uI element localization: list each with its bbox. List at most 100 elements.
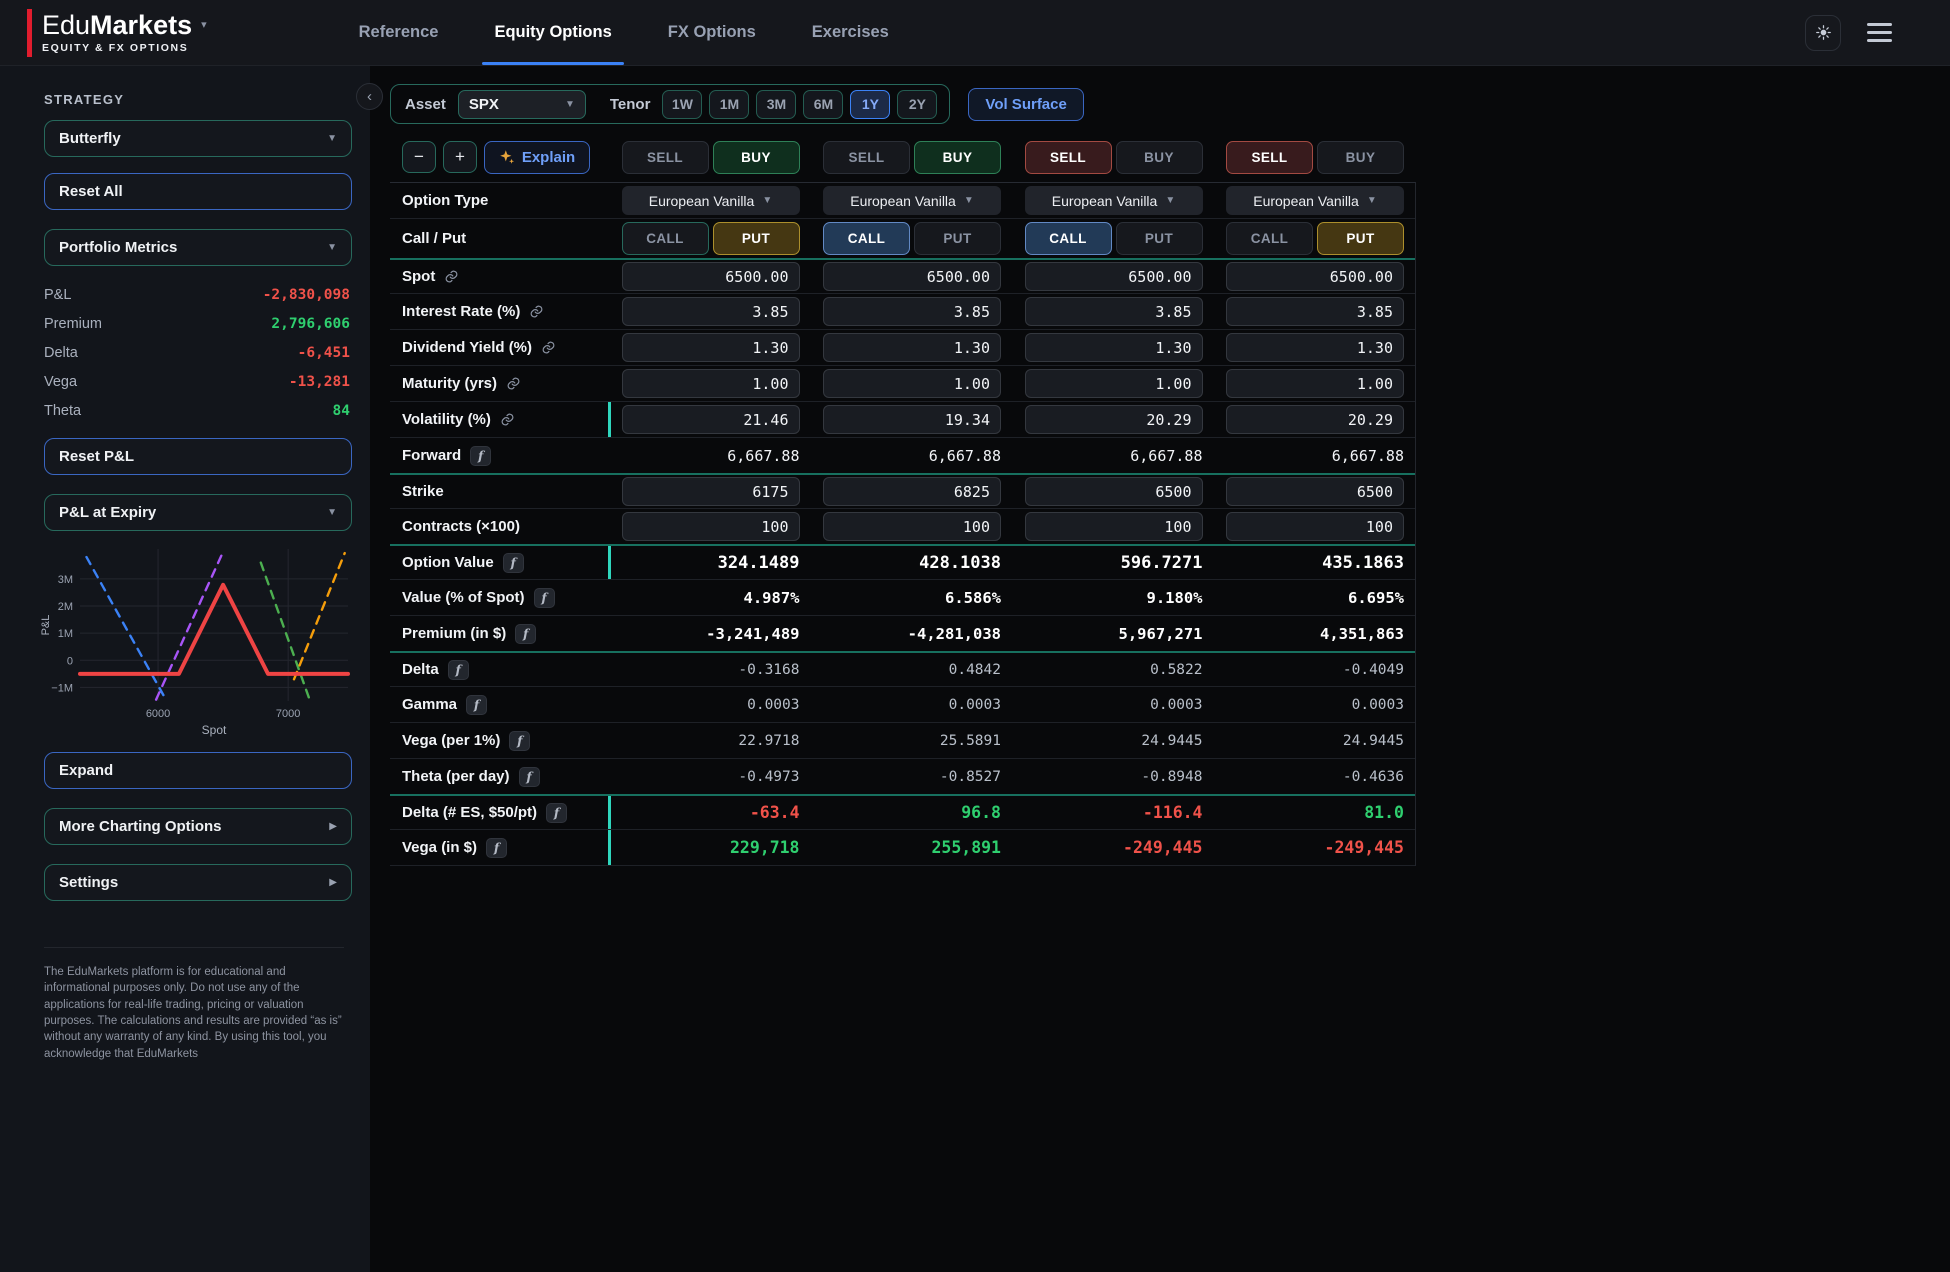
- tab-reference[interactable]: Reference: [358, 23, 439, 41]
- call-button-leg-2[interactable]: CALL: [823, 222, 910, 255]
- strategy-select[interactable]: Butterfly ▼: [44, 120, 352, 157]
- input-dividend-yield-leg-2[interactable]: [823, 333, 1001, 362]
- tenor-3m[interactable]: 3M: [756, 89, 797, 119]
- input-contracts-100-leg-3[interactable]: [1024, 512, 1203, 541]
- settings-button[interactable]: Settings ▶: [44, 864, 352, 901]
- chart-view-select[interactable]: P&L at Expiry ▼: [44, 494, 352, 531]
- formula-icon[interactable]: f: [502, 552, 524, 573]
- put-button-leg-3[interactable]: PUT: [1115, 222, 1203, 255]
- expand-chart-button[interactable]: Expand: [44, 752, 352, 789]
- put-button-leg-1[interactable]: PUT: [712, 222, 800, 255]
- input-spot-leg-3[interactable]: [1024, 262, 1203, 291]
- leg-1-sell-button[interactable]: SELL: [621, 140, 709, 174]
- input-maturity-yrs-leg-1[interactable]: [621, 369, 800, 398]
- metrics-view-select[interactable]: Portfolio Metrics ▼: [44, 229, 352, 266]
- asset-tenor-group: Asset SPX ▼ Tenor 1W 1M 3M 6M 1Y 2Y: [390, 84, 951, 124]
- menu-icon[interactable]: [1867, 23, 1892, 42]
- reset-pnl-button[interactable]: Reset P&L: [44, 438, 352, 475]
- leg-2-sell-button[interactable]: SELL: [823, 140, 910, 174]
- input-contracts-100-leg-2[interactable]: [823, 512, 1001, 541]
- link-icon[interactable]: [500, 412, 515, 427]
- input-maturity-yrs-leg-2[interactable]: [823, 369, 1001, 398]
- formula-icon[interactable]: f: [533, 587, 555, 608]
- link-icon[interactable]: [506, 376, 521, 391]
- input-maturity-yrs-leg-3[interactable]: [1024, 369, 1203, 398]
- chevron-down-icon[interactable]: ▾: [201, 18, 207, 31]
- input-dividend-yield-leg-4[interactable]: [1226, 333, 1404, 362]
- input-strike-leg-1[interactable]: [621, 477, 800, 506]
- leg-2-buy-button[interactable]: BUY: [914, 140, 1001, 174]
- reset-all-button[interactable]: Reset All: [44, 173, 352, 210]
- link-icon[interactable]: [444, 269, 459, 284]
- input-contracts-100-leg-4[interactable]: [1226, 512, 1404, 541]
- tenor-1y[interactable]: 1Y: [850, 89, 891, 119]
- sidebar-collapse-button[interactable]: ‹: [356, 83, 383, 110]
- formula-icon[interactable]: f: [447, 659, 469, 680]
- formula-icon[interactable]: f: [546, 802, 568, 823]
- formula-icon[interactable]: f: [518, 766, 540, 787]
- input-spot-leg-1[interactable]: [621, 262, 800, 291]
- input-spot-leg-4[interactable]: [1226, 262, 1404, 291]
- formula-icon[interactable]: f: [515, 623, 537, 644]
- option-type-select-leg-1[interactable]: European Vanilla ▼: [621, 186, 800, 215]
- input-strike-leg-4[interactable]: [1226, 477, 1404, 506]
- input-interest-rate-leg-4[interactable]: [1226, 297, 1404, 326]
- formula-icon[interactable]: f: [470, 445, 492, 466]
- call-button-leg-1[interactable]: CALL: [621, 222, 709, 255]
- input-contracts-100-leg-1[interactable]: [621, 512, 800, 541]
- put-button-leg-4[interactable]: PUT: [1317, 222, 1404, 255]
- input-interest-rate-leg-1[interactable]: [621, 297, 800, 326]
- brand-logo[interactable]: Edu Markets ▾ EQUITY & FX OPTIONS: [27, 8, 207, 57]
- strike-leg-3: [1013, 475, 1215, 508]
- row-label-text: Call / Put: [402, 230, 467, 247]
- input-dividend-yield-leg-1[interactable]: [621, 333, 800, 362]
- explain-button[interactable]: Explain: [484, 140, 590, 174]
- input-spot-leg-2[interactable]: [823, 262, 1001, 291]
- option-type-select-leg-3[interactable]: European Vanilla ▼: [1024, 186, 1203, 215]
- value-value-of-spot-leg-2: 6.586%: [945, 588, 1001, 607]
- tab-exercises[interactable]: Exercises: [811, 23, 889, 41]
- input-dividend-yield-leg-3[interactable]: [1024, 333, 1203, 362]
- formula-icon[interactable]: f: [466, 694, 488, 715]
- vol-surface-button[interactable]: Vol Surface: [968, 87, 1084, 121]
- tab-fx-options[interactable]: FX Options: [667, 23, 756, 41]
- more-charting-options-button[interactable]: More Charting Options ▶: [44, 808, 352, 845]
- add-leg-button[interactable]: +: [443, 141, 477, 173]
- link-icon[interactable]: [541, 340, 556, 355]
- input-volatility-leg-4[interactable]: [1226, 405, 1404, 434]
- tenor-6m[interactable]: 6M: [803, 89, 844, 119]
- input-strike-leg-3[interactable]: [1024, 477, 1203, 506]
- put-button-leg-2[interactable]: PUT: [914, 222, 1001, 255]
- option-type-select-leg-2[interactable]: European Vanilla ▼: [823, 186, 1001, 215]
- tenor-1m[interactable]: 1M: [709, 89, 750, 119]
- call-button-leg-3[interactable]: CALL: [1024, 222, 1112, 255]
- tenor-1w[interactable]: 1W: [662, 89, 703, 119]
- sun-icon: [1815, 25, 1831, 40]
- formula-icon[interactable]: f: [486, 837, 508, 858]
- leg-4-sell-button[interactable]: SELL: [1226, 140, 1313, 174]
- input-maturity-yrs-leg-4[interactable]: [1226, 369, 1404, 398]
- input-interest-rate-leg-3[interactable]: [1024, 297, 1203, 326]
- input-strike-leg-2[interactable]: [823, 477, 1001, 506]
- formula-icon[interactable]: f: [509, 730, 531, 751]
- link-icon[interactable]: [529, 304, 544, 319]
- tenor-2y[interactable]: 2Y: [897, 89, 938, 119]
- input-volatility-leg-1[interactable]: [621, 405, 800, 434]
- input-volatility-leg-3[interactable]: [1024, 405, 1203, 434]
- row-label-text: Option Type: [402, 192, 489, 209]
- leg-1-buy-button[interactable]: BUY: [712, 140, 800, 174]
- asset-select[interactable]: SPX ▼: [457, 89, 586, 119]
- input-interest-rate-leg-2[interactable]: [823, 297, 1001, 326]
- tab-equity-options[interactable]: Equity Options: [482, 0, 625, 65]
- call-button-leg-4[interactable]: CALL: [1226, 222, 1313, 255]
- remove-leg-button[interactable]: −: [402, 141, 436, 173]
- option-type-select-leg-4[interactable]: European Vanilla ▼: [1226, 186, 1404, 215]
- leg-4-buy-button[interactable]: BUY: [1317, 140, 1404, 174]
- call-put-leg-1: CALL PUT: [610, 219, 812, 258]
- row-label-text: Spot: [402, 268, 436, 285]
- theme-toggle-button[interactable]: [1805, 14, 1841, 51]
- value-vega-per-1-leg-2: 25.5891: [939, 732, 1001, 749]
- leg-3-sell-button[interactable]: SELL: [1024, 140, 1112, 174]
- input-volatility-leg-2[interactable]: [823, 405, 1001, 434]
- leg-3-buy-button[interactable]: BUY: [1115, 140, 1203, 174]
